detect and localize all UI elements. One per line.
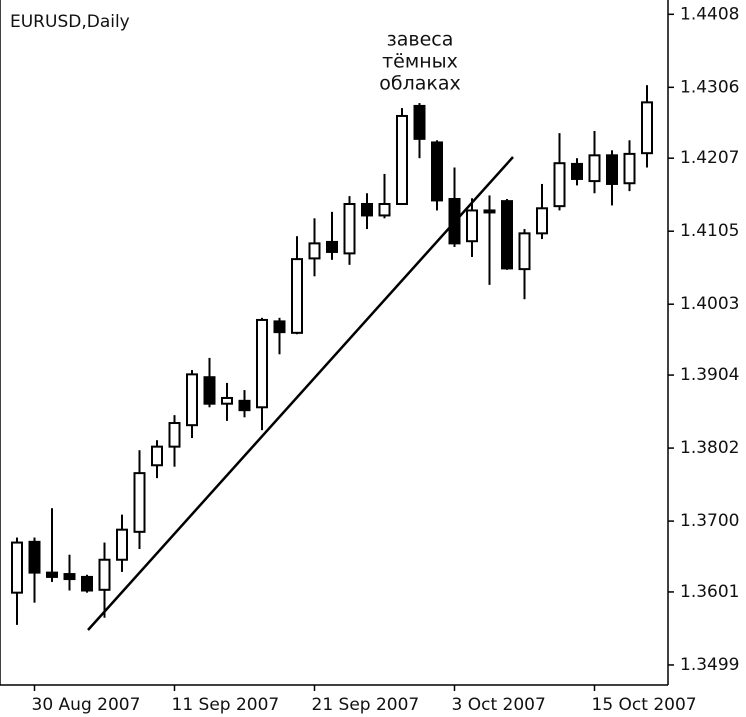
y-tick-label: 1.3802 (680, 438, 739, 458)
y-tick-label: 1.4306 (680, 77, 739, 97)
candle-body (203, 376, 216, 405)
candle-body (291, 258, 303, 334)
y-tick-label: 1.3700 (680, 511, 739, 531)
chart-title: EURUSD,Daily (10, 12, 130, 32)
candle-body (623, 152, 636, 185)
annotation: облаках (379, 73, 461, 95)
candle-body (273, 320, 286, 334)
x-tick-label: 15 Oct 2007 (592, 695, 697, 715)
candle-body (133, 472, 146, 533)
y-tick-label: 1.3601 (680, 582, 739, 602)
candle-body (483, 209, 496, 214)
annotation: тёмных (382, 51, 458, 73)
annotation: завеса (387, 29, 454, 51)
candle-body (186, 373, 198, 427)
candle-body (413, 104, 426, 140)
candle-body (308, 242, 321, 260)
candle-body (63, 573, 76, 581)
candle-body (396, 114, 408, 205)
x-tick-label: 21 Sep 2007 (312, 695, 420, 715)
y-tick-label: 1.4105 (680, 221, 739, 241)
candle-body (11, 541, 23, 594)
candle-body (518, 232, 531, 271)
candle-body (116, 528, 128, 561)
candle-body (81, 575, 93, 592)
candle-body (448, 197, 461, 245)
y-tick-label: 1.4207 (680, 148, 739, 168)
candle-body (466, 209, 478, 243)
candle-body (431, 141, 443, 202)
candle-body (536, 207, 548, 235)
candle-body (606, 154, 618, 185)
x-tick-label: 3 Oct 2007 (452, 695, 546, 715)
candle-body (238, 399, 251, 412)
candle-body (361, 202, 373, 217)
candle-body (378, 202, 391, 217)
candle-body (326, 240, 338, 253)
candle-body (571, 162, 583, 180)
candle-body (256, 318, 268, 409)
candle-body (553, 162, 566, 208)
candle-body (151, 445, 163, 467)
candle-body (343, 202, 356, 255)
x-tick-label: 11 Sep 2007 (172, 695, 280, 715)
y-tick-label: 1.3499 (680, 655, 739, 675)
candle-body (98, 558, 111, 591)
y-tick-label: 1.4408 (680, 4, 739, 24)
y-tick-label: 1.3904 (680, 365, 739, 385)
candle-body (588, 154, 601, 183)
candle-body (641, 101, 653, 155)
trend-line (87, 156, 514, 631)
candle-body (168, 422, 181, 448)
y-tick-label: 1.4003 (680, 294, 739, 314)
candle-body (501, 200, 513, 270)
candle-body (46, 571, 58, 578)
candle-body (28, 540, 41, 574)
x-tick-label: 30 Aug 2007 (32, 695, 141, 715)
candle-body (221, 396, 233, 405)
